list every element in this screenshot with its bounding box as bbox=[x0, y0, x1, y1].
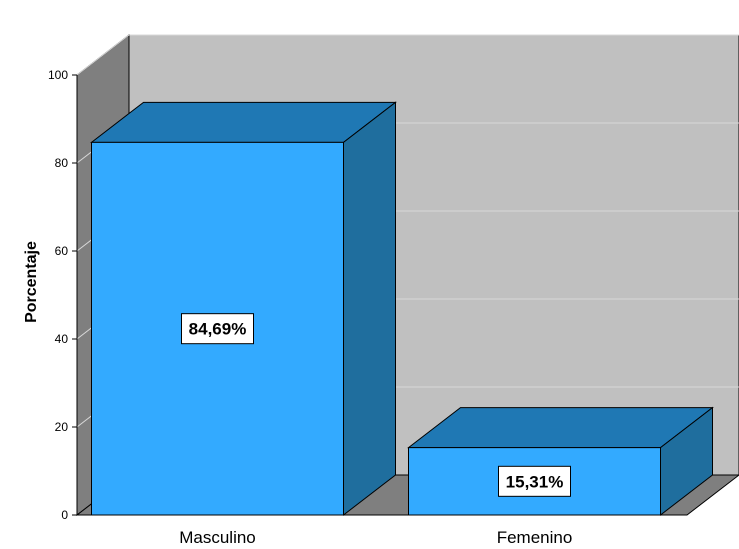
bar-side bbox=[343, 101, 396, 517]
y-tick-label: 60 bbox=[55, 244, 69, 258]
bar-top bbox=[90, 101, 397, 143]
y-tick-label: 20 bbox=[55, 420, 69, 434]
y-tick-label: 80 bbox=[55, 156, 69, 170]
y-tick-label: 100 bbox=[48, 68, 68, 82]
data-label: 15,31% bbox=[506, 472, 564, 491]
y-axis-label: Porcentaje bbox=[23, 241, 40, 323]
y-axis: 0 20 40 60 80 100 bbox=[48, 68, 78, 522]
x-tick-label: Masculino bbox=[179, 528, 256, 547]
y-tick-label: 0 bbox=[61, 508, 68, 522]
x-axis: Masculino Femenino bbox=[77, 514, 687, 547]
gridline bbox=[76, 34, 130, 76]
bar: 15,31% bbox=[407, 406, 714, 517]
y-tick-label: 40 bbox=[55, 332, 69, 346]
x-tick-label: Femenino bbox=[497, 528, 573, 547]
data-label-box bbox=[181, 313, 254, 345]
bar-top bbox=[407, 407, 714, 449]
bars: 84,69% 15,31% bbox=[90, 101, 714, 517]
data-label: 84,69% bbox=[189, 320, 247, 339]
bar: 84,69% bbox=[90, 101, 397, 517]
data-label-box bbox=[498, 465, 571, 497]
